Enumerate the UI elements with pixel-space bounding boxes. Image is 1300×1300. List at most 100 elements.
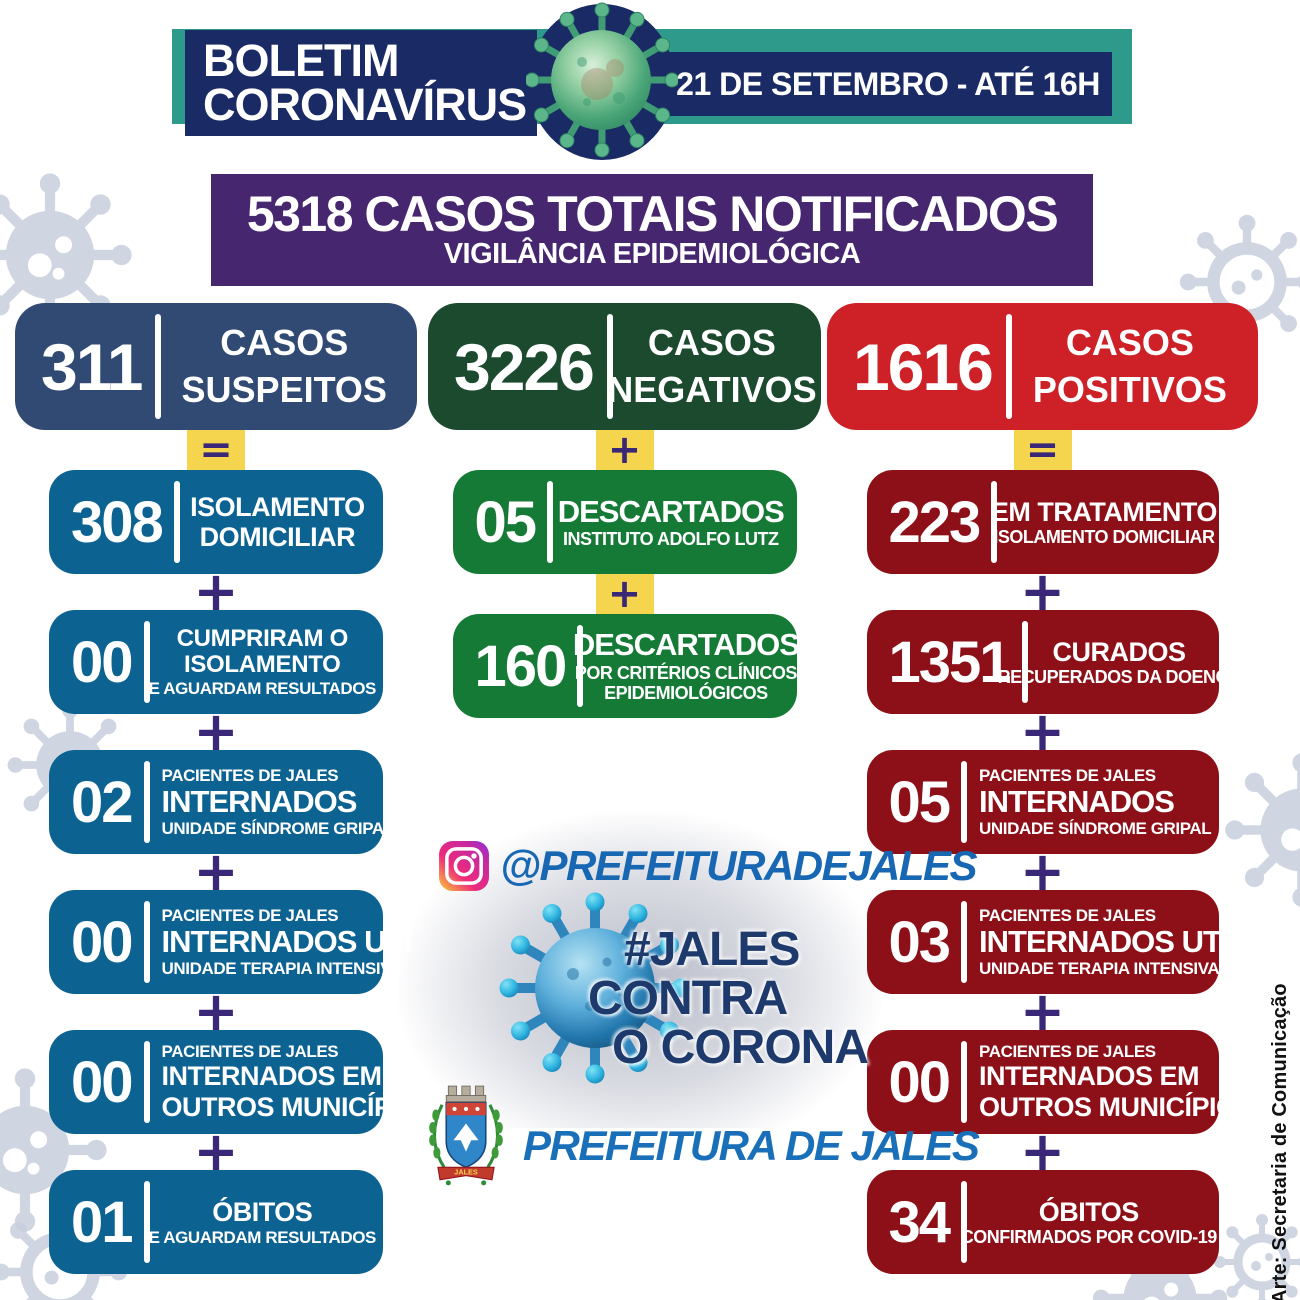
- stat-label: PACIENTES DE JALES INTERNADOS EM OUTROS …: [150, 1042, 438, 1122]
- stat-label-line: RECUPERADOS DA DOENÇA: [997, 667, 1241, 688]
- stat-label: ÓBITOS E AGUARDAM RESULTADOS: [148, 1197, 377, 1247]
- coat-banner-text: JALES: [454, 1168, 478, 1177]
- stat-value: 160: [474, 633, 568, 699]
- plus-operator: +: [193, 844, 238, 899]
- stat-value: 1616: [853, 329, 994, 404]
- operator-glyph: +: [193, 979, 239, 1043]
- city-brand-text: PREFEITURA DE JALES: [523, 1122, 980, 1169]
- stat-label-line: SUSPEITOS: [181, 368, 387, 410]
- stat-label-line: PACIENTES DE JALES: [161, 765, 339, 785]
- bulletin-date-box: 21 DE SETEMBRO - ATÉ 16H: [664, 52, 1112, 116]
- stat-label-line: DESCARTADOS: [557, 493, 785, 529]
- stat-label: ISOLAMENTO DOMICILIAR: [180, 492, 375, 552]
- stat-label-line: CASOS: [1065, 321, 1194, 363]
- equals-operator: =: [1013, 430, 1072, 470]
- divider: [143, 901, 150, 983]
- stat-value: 00: [71, 629, 134, 695]
- stat-value: 308: [71, 489, 164, 555]
- hashtag-line: CONTRA: [588, 971, 788, 1025]
- stat-label-line: OUTROS MUNICÍPIOS: [979, 1091, 1255, 1122]
- operator-glyph: +: [1019, 1119, 1066, 1183]
- stat-label-line: DOMICILIAR: [199, 522, 356, 552]
- stat-value: 223: [888, 489, 982, 555]
- stat-label-line: CUMPRIRAM O: [176, 624, 349, 652]
- stat-label-line: ISOLAMENTO DOMICILIAR: [993, 527, 1215, 548]
- stat-label-line: EM TRATAMENTO: [990, 496, 1217, 527]
- stat-value: 3226: [454, 329, 595, 404]
- divider: [143, 1041, 150, 1123]
- instagram-handle[interactable]: @PREFEITURADEJALES: [500, 842, 978, 889]
- coat-of-arms: JALES: [429, 1085, 503, 1186]
- stat-label-line: UNIDADE SÍNDROME GRIPAL: [161, 819, 395, 839]
- stat-value: 00: [71, 1049, 134, 1115]
- operator-glyph: +: [607, 571, 642, 617]
- divider: [961, 1041, 968, 1123]
- hashtag-line: O CORONA: [612, 1020, 869, 1074]
- stat-label-line: CASOS: [220, 321, 349, 363]
- stat-label-line: UNIDADE SÍNDROME GRIPAL: [979, 819, 1212, 839]
- box-internados-outros-municipios: 00 PACIENTES DE JALES INTERNADOS EM OUTR…: [49, 1030, 438, 1134]
- box-internados-sindrome-gripal-positivos: 05 PACIENTES DE JALES INTERNADOS UNIDADE…: [866, 750, 1219, 854]
- plus-operator: +: [1019, 559, 1066, 623]
- operator-glyph: +: [1019, 559, 1066, 623]
- stat-value: 05: [474, 489, 538, 555]
- divider: [143, 1181, 150, 1263]
- box-descartados-criterios-clinicos: 160 DESCARTADOS POR CRITÉRIOS CLÍNICOS E…: [452, 614, 800, 718]
- plus-operator: +: [193, 1119, 239, 1183]
- divider: [606, 314, 613, 419]
- stat-label: PACIENTES DE JALES INTERNADOS UTI UNIDAD…: [967, 905, 1229, 979]
- stat-label: DESCARTADOS POR CRITÉRIOS CLÍNICOS EPIDE…: [573, 628, 800, 704]
- box-internados-uti: 00 PACIENTES DE JALES INTERNADOS UTI UNI…: [49, 890, 412, 994]
- divider: [173, 481, 180, 563]
- art-credit: Arte: Secretaria de Comunicação: [1269, 983, 1291, 1300]
- total-cases-subtitle: VIGILÂNCIA EPIDEMIOLÓGICA: [443, 238, 861, 271]
- operator-glyph: +: [1019, 699, 1066, 763]
- stat-label-line: E AGUARDAM RESULTADOS: [148, 1227, 377, 1247]
- divider: [547, 481, 554, 563]
- coronavirus-icon: [499, 892, 691, 1084]
- divider: [143, 621, 150, 703]
- stat-label-line: POSITIVOS: [1032, 368, 1227, 410]
- instagram-icon[interactable]: [438, 840, 490, 892]
- stat-label-line: POR CRITÉRIOS CLÍNICOS: [574, 663, 798, 684]
- divider: [577, 625, 584, 707]
- stat-label-line: ISOLAMENTO: [183, 651, 341, 679]
- stat-label-line: INTERNADOS EM: [979, 1061, 1200, 1092]
- coronavirus-icon: [526, 2, 678, 160]
- plus-operator: +: [1020, 844, 1065, 899]
- box-em-tratamento: 223 EM TRATAMENTO ISOLAMENTO DOMICILIAR: [866, 470, 1219, 574]
- bulletin-date: 21 DE SETEMBRO - ATÉ 16H: [676, 65, 1100, 102]
- bulletin-title-line2: CORONAVÍRUS: [203, 79, 527, 130]
- box-descartados-adolfo-lutz: 05 DESCARTADOS INSTITUTO ADOLFO LUTZ: [452, 470, 797, 574]
- stat-label-line: INTERNADOS UTI: [161, 923, 412, 959]
- stat-label-line: INSTITUTO ADOLFO LUTZ: [563, 529, 779, 550]
- box-internados-uti-positivos: 03 PACIENTES DE JALES INTERNADOS UTI UNI…: [866, 890, 1230, 994]
- divider: [991, 481, 998, 563]
- stat-label-line: OUTROS MUNICÍPIOS: [161, 1091, 438, 1122]
- bulletin-title-box: BOLETIM CORONAVÍRUS: [185, 30, 537, 136]
- stat-label: CASOS POSITIVOS: [1012, 320, 1248, 414]
- city-brand-row: JALES PREFEITURA DE JALES: [423, 1084, 980, 1186]
- column-casos-negativos: 3226 CASOS NEGATIVOS + 05 DESCARTADOS IN…: [428, 303, 821, 718]
- operator-glyph: +: [193, 1119, 239, 1183]
- divider: [1021, 621, 1028, 703]
- stat-label-line: PACIENTES DE JALES: [979, 905, 1156, 925]
- plus-operator: +: [595, 430, 654, 470]
- stat-label-line: INTERNADOS: [161, 783, 358, 819]
- campaign-hashtag: #JALES CONTRA O CORONA: [588, 925, 869, 1074]
- stat-label-line: E AGUARDAM RESULTADOS: [148, 679, 377, 699]
- stat-label-line: NEGATIVOS: [607, 368, 817, 410]
- operator-glyph: +: [193, 559, 239, 623]
- stat-label-line: ISOLAMENTO: [190, 491, 365, 522]
- stat-label-line: UNIDADE TERAPIA INTENSIVA: [979, 959, 1220, 979]
- box-curados: 1351 CURADOS RECUPERADOS DA DOENÇA: [866, 610, 1241, 714]
- operator-glyph: +: [1019, 979, 1066, 1043]
- plus-operator: +: [193, 704, 238, 759]
- bulletin-title-line1: BOLETIM: [203, 34, 399, 86]
- stat-value: 00: [71, 909, 134, 975]
- stat-label-line: INTERNADOS EM: [161, 1061, 383, 1092]
- stat-value: 34: [888, 1189, 952, 1255]
- box-internados-outros-municipios-positivos: 00 PACIENTES DE JALES INTERNADOS EM OUTR…: [866, 1030, 1255, 1134]
- stat-value: 311: [41, 329, 143, 404]
- stat-label: ÓBITOS CONFIRMADOS POR COVID-19: [961, 1197, 1218, 1247]
